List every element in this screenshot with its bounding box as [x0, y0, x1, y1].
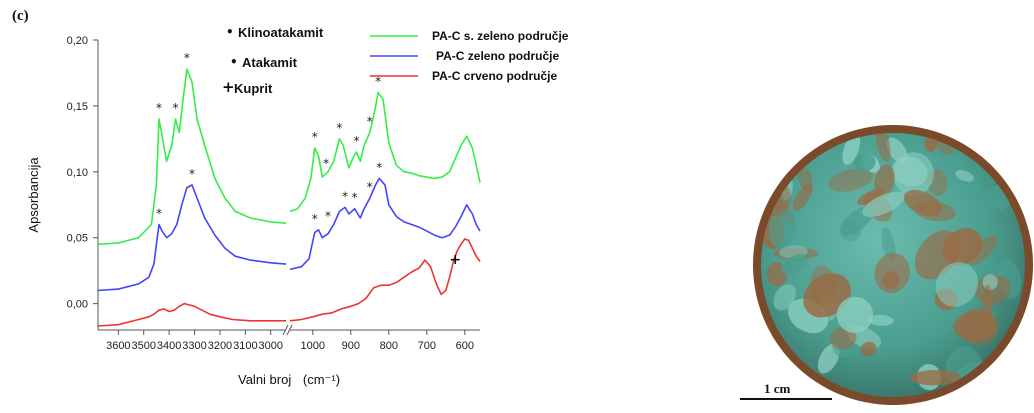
peak-marker-atakamit: *	[312, 212, 318, 226]
series-line-2	[97, 302, 286, 327]
series-legend-label: PA-C zeleno područje	[436, 49, 559, 63]
coin-patch	[881, 227, 896, 261]
peak-marker-klinoatakamit: *	[354, 134, 360, 148]
peak-marker-atakamit: *	[367, 180, 373, 194]
marker-legend-symbol: •	[230, 55, 238, 69]
series-legend-label: PA-C crveno područje	[432, 69, 557, 83]
coin-patch	[772, 247, 819, 260]
coin-patch	[797, 165, 813, 192]
coin-patch	[792, 183, 813, 212]
coin-patch	[803, 273, 851, 318]
y-axis-label: Apsorbancija	[26, 157, 41, 233]
series-line-0	[289, 91, 481, 213]
coin-patch	[924, 135, 938, 152]
series-line-2	[289, 238, 481, 322]
peak-marker-atakamit: *	[325, 209, 331, 223]
coin-patch	[955, 170, 974, 182]
marker-legend-label: Klinoatakamit	[238, 25, 324, 40]
peak-marker-klinoatakamit: *	[156, 101, 162, 115]
peak-marker-kuprit: +	[449, 252, 461, 268]
axes: 0,00 0,05 0,10 0,15 0,20 3600 3500 3400 3300 3200…	[67, 35, 480, 352]
coin-patch	[991, 133, 1016, 154]
peak-marker-atakamit: *	[156, 207, 162, 221]
axis-break-mark	[286, 324, 293, 336]
peak-marker-atakamit: *	[376, 160, 382, 174]
x-tick-label: 3200	[208, 340, 232, 352]
coin-patch	[935, 262, 979, 307]
marker-layer: * *********** ** ***+	[156, 51, 461, 268]
coin-patch	[953, 311, 996, 341]
x-axis-label-unit: (cm⁻¹)	[303, 372, 340, 387]
coin-patch	[909, 369, 961, 386]
x-tick-label: 1000	[301, 340, 325, 352]
axis-break-mark	[282, 324, 289, 336]
x-axis-label: Valni broj (cm⁻¹)	[238, 372, 340, 387]
x-tick-label: 3300	[182, 340, 206, 352]
scale-bar	[740, 398, 832, 400]
x-tick-label: 700	[418, 340, 436, 352]
scale-bar-label: 1 cm	[764, 381, 791, 396]
x-tick-label: 800	[380, 340, 398, 352]
coin-patch	[853, 153, 876, 172]
peak-marker-atakamit: *	[352, 191, 358, 205]
x-tick-label: 3000	[259, 340, 283, 352]
peak-marker-klinoatakamit: *	[184, 51, 190, 65]
peak-marker-klinoatakamit: *	[172, 101, 178, 115]
legend: • Klinoatakamit • Atakamit + Kuprit PA-C s. ze…	[222, 25, 569, 96]
coin-photo	[750, 122, 1034, 413]
x-axis-label-text: Valni broj	[238, 372, 291, 387]
panel-label: (c)	[12, 8, 29, 24]
x-tick-label: 900	[342, 340, 360, 352]
coin-patch	[809, 265, 836, 307]
x-tick-label: 3400	[157, 340, 181, 352]
series-legend-label: PA-C s. zeleno područje	[432, 29, 569, 43]
series-line-0	[97, 68, 287, 246]
coin-patch	[891, 156, 928, 187]
y-tick-label: 0,15	[67, 101, 88, 113]
x-tick-label: 3500	[131, 340, 155, 352]
marker-legend-label: Kuprit	[234, 81, 273, 96]
coin-patch	[860, 341, 877, 357]
coin-patch	[836, 296, 874, 334]
coin-patch	[862, 191, 906, 217]
marker-legend-symbol: •	[226, 25, 234, 39]
peak-marker-atakamit: *	[323, 156, 329, 170]
coin-patch	[828, 168, 874, 192]
coin-patch	[874, 164, 895, 198]
y-tick-label: 0,20	[67, 35, 88, 47]
coin-patch	[768, 207, 797, 249]
coin-patch	[874, 253, 910, 293]
coin-patch	[773, 284, 796, 311]
x-tick-label: 3100	[233, 340, 257, 352]
series-line-1	[289, 177, 481, 271]
peak-marker-klinoatakamit: *	[312, 130, 318, 144]
coin-patch	[867, 314, 894, 326]
y-tick-label: 0,05	[67, 233, 88, 245]
coin-patch	[903, 189, 942, 217]
y-tick-label: 0,10	[67, 167, 88, 179]
y-tick-label: 0,00	[67, 299, 88, 311]
series-line-1	[97, 184, 287, 292]
coin-patch	[942, 228, 983, 266]
peak-marker-atakamit: *	[189, 167, 195, 181]
x-tick-label: 600	[456, 340, 474, 352]
coin-patch	[781, 253, 806, 274]
marker-legend-label: Atakamit	[242, 55, 298, 70]
x-tick-label: 3600	[106, 340, 130, 352]
peak-marker-klinoatakamit: *	[367, 114, 373, 128]
ir-spectrum-chart: 0,00 0,05 0,10 0,15 0,20 3600 3500 3400 3300 3200…	[26, 25, 569, 387]
coin-patch	[765, 155, 793, 169]
peak-marker-klinoatakamit: *	[375, 75, 381, 89]
marker-legend-symbol: +	[222, 78, 235, 96]
series-layer	[97, 68, 481, 327]
peak-marker-atakamit: *	[342, 189, 348, 203]
peak-marker-klinoatakamit: *	[336, 121, 342, 135]
